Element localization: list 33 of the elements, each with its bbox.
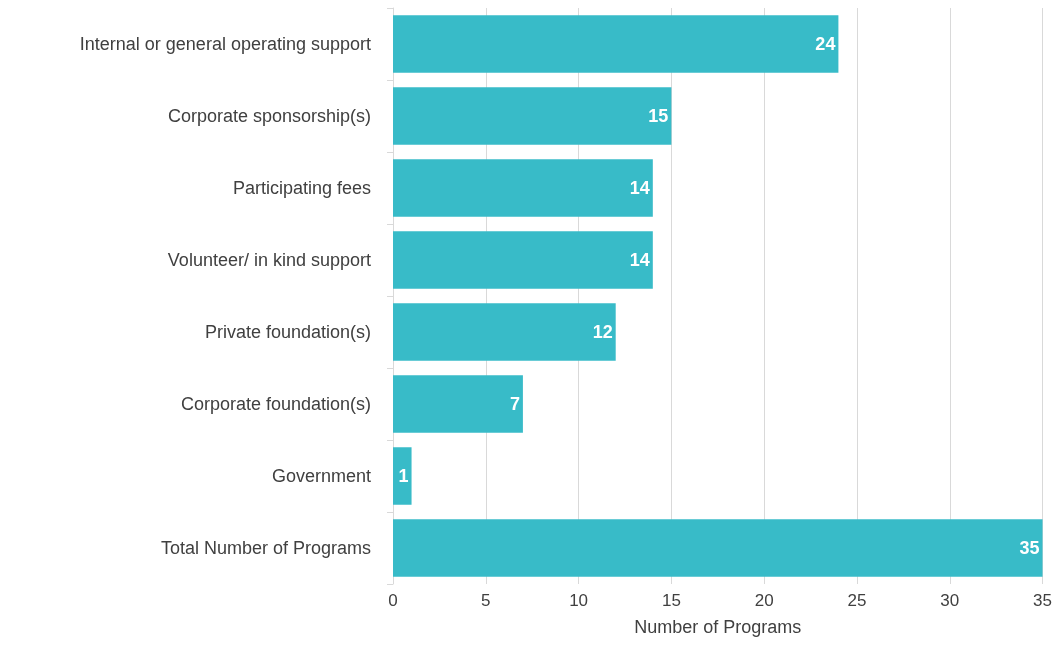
bar: [393, 303, 616, 361]
x-tick-label: 35: [1033, 591, 1053, 610]
x-tick-label: 0: [388, 591, 398, 610]
x-tick-label: 10: [569, 591, 589, 610]
y-tick-label: Volunteer/ in kind support: [167, 250, 371, 270]
x-tick-label: 30: [940, 591, 960, 610]
x-tick-label: 20: [754, 591, 774, 610]
bar: [393, 231, 653, 289]
data-label: 12: [592, 322, 613, 342]
bar: [393, 87, 672, 145]
y-tick-label: Corporate foundation(s): [180, 394, 371, 414]
y-tick-label: Total Number of Programs: [160, 538, 371, 558]
data-label: 7: [509, 394, 520, 414]
bar: [393, 375, 523, 433]
x-axis-title: Number of Programs: [634, 617, 802, 637]
y-tick-label: Internal or general operating support: [79, 34, 371, 54]
y-tick-label: Government: [271, 466, 371, 486]
x-tick-label: 5: [481, 591, 491, 610]
data-label: 14: [629, 250, 650, 270]
x-tick-label: 25: [847, 591, 867, 610]
y-tick-label: Participating fees: [232, 178, 371, 198]
bar: [393, 159, 653, 217]
data-label: 35: [1019, 538, 1040, 558]
bar: [393, 447, 412, 505]
y-tick-label: Corporate sponsorship(s): [167, 106, 371, 126]
data-label: 1: [398, 466, 409, 486]
y-tick-label: Private foundation(s): [204, 322, 371, 342]
bar: [393, 519, 1043, 577]
data-label: 14: [629, 178, 650, 198]
data-label: 15: [648, 106, 669, 126]
data-label: 24: [815, 34, 836, 54]
bar: [393, 15, 839, 73]
x-tick-label: 15: [661, 591, 681, 610]
